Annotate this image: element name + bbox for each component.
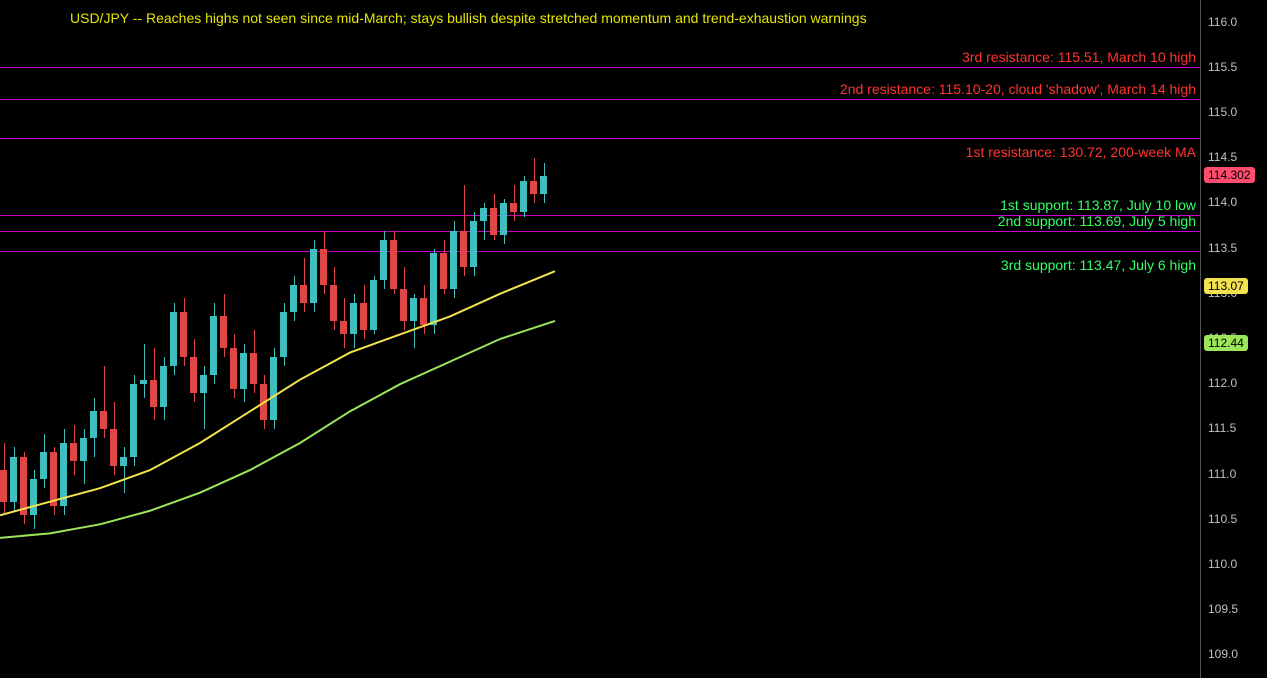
candle-body bbox=[230, 348, 237, 389]
h-level-line bbox=[0, 231, 1200, 232]
candle-wick bbox=[144, 344, 145, 398]
y-axis-line bbox=[1200, 0, 1201, 678]
candle-body bbox=[210, 316, 217, 375]
candle-body bbox=[360, 303, 367, 330]
candle-body bbox=[120, 457, 127, 466]
candle-body bbox=[470, 221, 477, 266]
y-tick-label: 114.5 bbox=[1208, 150, 1237, 164]
h-level-label: 2nd resistance: 115.10-20, cloud 'shadow… bbox=[840, 81, 1196, 97]
candle-body bbox=[180, 312, 187, 357]
candle-body bbox=[100, 411, 107, 429]
candle-body bbox=[350, 303, 357, 335]
chart-title: USD/JPY -- Reaches highs not seen since … bbox=[70, 10, 867, 26]
price-badge: 112.44 bbox=[1204, 335, 1248, 351]
candle-body bbox=[20, 457, 27, 516]
candle-body bbox=[170, 312, 177, 366]
candle-body bbox=[160, 366, 167, 407]
candle-body bbox=[80, 438, 87, 461]
y-tick-label: 109.5 bbox=[1208, 602, 1238, 616]
candle-body bbox=[250, 353, 257, 385]
candle-body bbox=[150, 380, 157, 407]
candle-body bbox=[310, 249, 317, 303]
y-tick-label: 110.0 bbox=[1208, 557, 1237, 571]
h-level-label: 3rd support: 113.47, July 6 high bbox=[1001, 257, 1196, 273]
h-level-label: 3rd resistance: 115.51, March 10 high bbox=[962, 49, 1196, 65]
candle-body bbox=[430, 253, 437, 325]
y-tick-label: 112.0 bbox=[1208, 376, 1237, 390]
candle-body bbox=[420, 298, 427, 325]
candle-body bbox=[530, 181, 537, 195]
candle-body bbox=[50, 452, 57, 506]
y-tick-label: 111.5 bbox=[1208, 421, 1236, 435]
chart-canvas[interactable]: 116.0115.5115.0114.5114.0113.5113.0112.5… bbox=[0, 0, 1267, 678]
h-level-label: 2nd support: 113.69, July 5 high bbox=[998, 213, 1196, 229]
candle-body bbox=[480, 208, 487, 222]
candle-body bbox=[70, 443, 77, 461]
candle-body bbox=[490, 208, 497, 235]
y-tick-label: 116.0 bbox=[1208, 15, 1237, 29]
h-level-line bbox=[0, 251, 1200, 252]
candle-body bbox=[410, 298, 417, 321]
candle-body bbox=[30, 479, 37, 515]
candle-body bbox=[400, 289, 407, 321]
candle-body bbox=[10, 457, 17, 502]
candle-body bbox=[240, 353, 247, 389]
h-level-label: 1st support: 113.87, July 10 low bbox=[1000, 197, 1196, 213]
candle-body bbox=[300, 285, 307, 303]
candle-body bbox=[260, 384, 267, 420]
h-level-line bbox=[0, 138, 1200, 139]
candle-body bbox=[290, 285, 297, 312]
candle-body bbox=[280, 312, 287, 357]
candle-body bbox=[510, 203, 517, 212]
y-tick-label: 114.0 bbox=[1208, 195, 1237, 209]
candle-body bbox=[460, 231, 467, 267]
candle-body bbox=[0, 470, 7, 502]
y-tick-label: 110.5 bbox=[1208, 512, 1237, 526]
candle-body bbox=[220, 316, 227, 348]
candle-body bbox=[370, 280, 377, 330]
candle-body bbox=[540, 176, 547, 194]
price-badge: 114.302 bbox=[1204, 167, 1255, 183]
candle-body bbox=[60, 443, 67, 506]
y-tick-label: 115.0 bbox=[1208, 105, 1237, 119]
candle-body bbox=[500, 203, 507, 235]
h-level-label: 1st resistance: 130.72, 200-week MA bbox=[966, 144, 1196, 160]
candle-body bbox=[110, 429, 117, 465]
candle-body bbox=[130, 384, 137, 456]
candle-body bbox=[440, 253, 447, 289]
candle-wick bbox=[124, 447, 125, 492]
candle-body bbox=[520, 181, 527, 213]
candle-body bbox=[40, 452, 47, 479]
candle-body bbox=[190, 357, 197, 393]
y-tick-label: 109.0 bbox=[1208, 647, 1238, 661]
candle-body bbox=[200, 375, 207, 393]
candle-body bbox=[330, 285, 337, 321]
h-level-line bbox=[0, 99, 1200, 100]
price-badge: 113.07 bbox=[1204, 278, 1248, 294]
candle-body bbox=[390, 240, 397, 290]
y-tick-label: 115.5 bbox=[1208, 60, 1237, 74]
candle-body bbox=[270, 357, 277, 420]
candle-body bbox=[90, 411, 97, 438]
candle-body bbox=[320, 249, 327, 285]
candle-body bbox=[450, 231, 457, 290]
y-tick-label: 111.0 bbox=[1208, 467, 1236, 481]
candle-body bbox=[380, 240, 387, 281]
candle-body bbox=[340, 321, 347, 335]
candle-body bbox=[140, 380, 147, 385]
y-tick-label: 113.5 bbox=[1208, 241, 1237, 255]
h-level-line bbox=[0, 67, 1200, 68]
